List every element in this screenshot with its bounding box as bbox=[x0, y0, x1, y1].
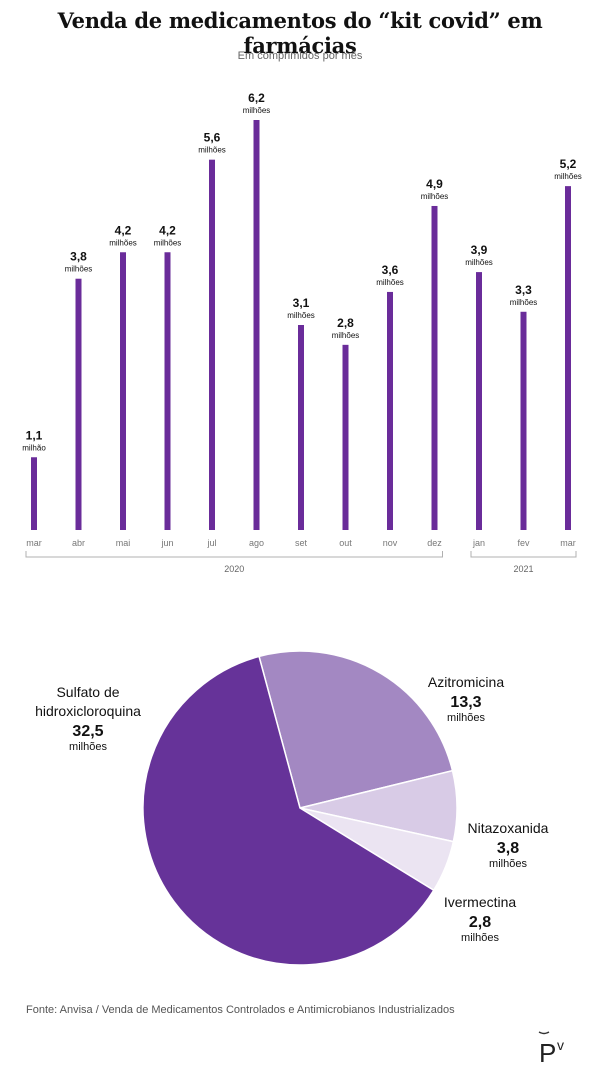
x-tick-label: nov bbox=[383, 538, 398, 548]
x-tick-label: out bbox=[339, 538, 352, 548]
x-tick-label: fev bbox=[517, 538, 530, 548]
x-tick-label: abr bbox=[72, 538, 85, 548]
slice-unit-label: milhões bbox=[447, 712, 485, 724]
medication-share-pie-chart: Sulfato dehidroxicloroquina32,5milhõesAz… bbox=[35, 650, 549, 966]
bar bbox=[520, 311, 527, 530]
year-label: 2021 bbox=[513, 564, 533, 574]
bar-value-label: 1,1 bbox=[26, 428, 43, 442]
bar-unit-label: milhões bbox=[154, 238, 182, 247]
bar-unit-label: milhões bbox=[198, 146, 226, 155]
x-tick-label: dez bbox=[427, 538, 442, 548]
bar-value-label: 3,9 bbox=[471, 243, 488, 257]
bar bbox=[120, 252, 126, 531]
bar-value-label: 3,8 bbox=[70, 250, 87, 264]
bar-unit-label: milhões bbox=[65, 265, 93, 274]
bar-unit-label: milhões bbox=[332, 331, 360, 340]
bar bbox=[164, 252, 171, 531]
pie-slice bbox=[258, 650, 454, 809]
bar-unit-label: milhões bbox=[465, 258, 493, 267]
bar-value-label: 4,2 bbox=[115, 223, 132, 237]
bar bbox=[31, 457, 37, 530]
slice-name-label: Nitazoxanida bbox=[468, 820, 549, 836]
bar bbox=[387, 291, 393, 530]
bar-unit-label: milhão bbox=[22, 443, 46, 452]
bar-value-label: 5,2 bbox=[560, 157, 577, 171]
bar bbox=[75, 278, 82, 530]
bar bbox=[209, 159, 215, 530]
svg-text:v: v bbox=[557, 1037, 564, 1053]
bar-value-label: 3,1 bbox=[293, 296, 310, 310]
bar-unit-label: milhões bbox=[109, 238, 137, 247]
x-tick-label: mar bbox=[26, 538, 42, 548]
x-tick-label: jun bbox=[160, 538, 173, 548]
pie-slice bbox=[142, 655, 435, 966]
slice-unit-label: milhões bbox=[489, 858, 527, 870]
pv-logo-icon: P v bbox=[538, 1031, 564, 1066]
bar-value-label: 2,8 bbox=[337, 316, 354, 330]
slice-value-label: 2,8 bbox=[469, 914, 491, 931]
bar bbox=[431, 205, 438, 530]
bar-value-label: 6,2 bbox=[248, 91, 265, 105]
svg-text:P: P bbox=[539, 1038, 556, 1066]
bar-value-label: 5,6 bbox=[204, 131, 221, 145]
slice-value-label: 13,3 bbox=[450, 694, 481, 711]
x-tick-label: jan bbox=[472, 538, 485, 548]
bar-value-label: 3,3 bbox=[515, 283, 532, 297]
chart-title: Venda de medicamentos do “kit covid” em … bbox=[57, 8, 543, 58]
bar bbox=[476, 272, 482, 530]
bar bbox=[253, 120, 260, 530]
x-tick-label: jul bbox=[206, 538, 216, 548]
x-tick-label: mai bbox=[116, 538, 131, 548]
x-tick-label: set bbox=[295, 538, 308, 548]
slice-name-label: hidroxicloroquina bbox=[35, 703, 141, 719]
bar-unit-label: milhões bbox=[554, 172, 582, 181]
slice-name-label: Ivermectina bbox=[444, 894, 517, 910]
slice-name-label: Azitromicina bbox=[428, 674, 504, 690]
bar-value-label: 4,2 bbox=[159, 223, 176, 237]
bar-unit-label: milhões bbox=[243, 106, 271, 115]
bar-value-label: 4,9 bbox=[426, 177, 443, 191]
bar bbox=[298, 325, 304, 530]
source-note: Fonte: Anvisa / Venda de Medicamentos Co… bbox=[26, 1004, 455, 1016]
bar-unit-label: milhões bbox=[287, 311, 315, 320]
x-tick-label: ago bbox=[249, 538, 264, 548]
slice-value-label: 32,5 bbox=[72, 723, 103, 740]
year-label: 2020 bbox=[224, 564, 244, 574]
chart-subtitle: Em comprimidos por mês bbox=[237, 50, 363, 62]
slice-name-label: Sulfato de bbox=[56, 684, 119, 700]
bar-value-label: 3,6 bbox=[382, 263, 399, 277]
year-bracket bbox=[25, 551, 443, 558]
slice-value-label: 3,8 bbox=[497, 840, 519, 857]
year-bracket bbox=[470, 551, 577, 558]
bar bbox=[342, 344, 349, 530]
monthly-sales-bar-chart: 1,1milhãomar3,8milhõesabr4,2milhõesmai4,… bbox=[22, 91, 582, 574]
bar bbox=[565, 186, 571, 530]
x-tick-label: mar bbox=[560, 538, 576, 548]
bar-unit-label: milhões bbox=[421, 192, 449, 201]
slice-unit-label: milhões bbox=[69, 741, 107, 753]
slice-unit-label: milhões bbox=[461, 932, 499, 944]
bar-unit-label: milhões bbox=[376, 278, 404, 287]
bar-unit-label: milhões bbox=[510, 298, 538, 307]
